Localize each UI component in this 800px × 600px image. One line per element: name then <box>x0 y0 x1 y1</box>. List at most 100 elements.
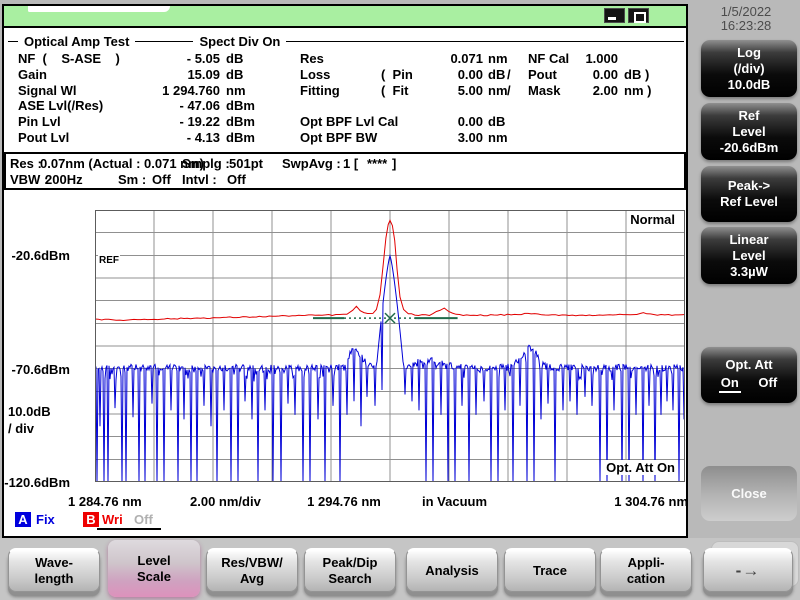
param-row: Opt BPF BW 3.00 nm <box>4 130 686 146</box>
maximize-button[interactable] <box>628 8 649 23</box>
param-label: Signal Wl <box>18 83 77 98</box>
minimize-button[interactable] <box>604 8 625 23</box>
function-key-label: Appli- <box>627 554 665 570</box>
softkey-label: Level <box>732 123 766 139</box>
linear-level-key[interactable]: Linear Level 3.3µW <box>701 227 797 284</box>
param-label: NF Cal <box>528 51 570 66</box>
close-key[interactable]: Close <box>701 466 797 521</box>
date-text: 1/5/2022 <box>720 4 772 19</box>
time-text: 16:23:28 <box>720 18 772 33</box>
param-row: Fitting( Fit 5.00 nm / Mask 2.00 nm ) <box>4 83 686 99</box>
window-tab-notch <box>28 6 170 12</box>
sweep-settings-bar: Res : 0.07nm (Actual : 0.071 nm) Smplg :… <box>4 152 686 190</box>
param-value: 2.00 <box>592 83 618 98</box>
param-value: 15.09 <box>187 67 220 82</box>
function-key-label: Peak/Dip <box>322 554 378 570</box>
function-key-label: Trace <box>533 562 567 578</box>
softkey-label: 10.0dB <box>727 76 771 92</box>
y-axis-tick-label: -120.6dBm <box>4 475 70 490</box>
param-row: Pin Lvl - 19.22 dBm <box>4 114 686 130</box>
param-label: Mask <box>528 83 561 98</box>
title-bar <box>4 6 686 28</box>
wavelength-key[interactable]: Wave-length <box>8 548 100 592</box>
param-row: NF ( S-ASE ) - 5.05 dB <box>4 51 686 67</box>
y-axis-tick-label: -70.6dBm <box>11 361 70 377</box>
trace-a-badge: A <box>15 512 31 527</box>
param-value: 1.000 <box>585 51 618 66</box>
analysis-key[interactable]: Analysis <box>406 548 498 592</box>
param-value: - 4.13 <box>186 130 220 145</box>
param-value: 0.00 <box>457 67 483 82</box>
softkey-label: Log <box>737 44 761 60</box>
param-separator: / <box>507 83 511 98</box>
vbw-value: 200Hz <box>45 172 83 187</box>
param-value: - 5.05 <box>186 51 220 66</box>
opt-att-options: On Off <box>701 373 797 393</box>
application-key[interactable]: Appli-cation <box>600 548 692 592</box>
param-unit: dB <box>226 67 244 82</box>
level-scale-key[interactable]: Level Scale <box>108 540 200 597</box>
param-unit: nm <box>488 130 508 145</box>
right-arrow-icon: -→ <box>735 560 761 580</box>
y-axis-tick-label: -20.6dBm <box>11 248 70 264</box>
panel-title: Optical Amp Test <box>24 33 130 49</box>
softkey-label: -20.6dBm <box>719 139 779 155</box>
x-axis-div-label: 2.00 nm/div <box>190 494 261 509</box>
res-vbw-avg-key[interactable]: Res/VBW/Avg <box>206 548 298 592</box>
y-scale-label: / div <box>8 421 35 436</box>
log-per-div-key[interactable]: Log (/div) 10.0dB <box>701 40 797 97</box>
trace-key[interactable]: Trace <box>504 548 596 592</box>
smoothing-label: Sm : <box>118 172 147 187</box>
sampling-label: Smplg : <box>182 156 230 171</box>
param-unit: dBm <box>226 130 255 145</box>
softkey-label: (/div) <box>733 60 765 76</box>
param-value: - 47.06 <box>179 98 220 113</box>
param-value: 0.00 <box>592 67 618 82</box>
softkey-label: 3.3µW <box>730 263 768 279</box>
param-label: Loss <box>300 67 331 82</box>
param-label: Pout Lvl <box>18 130 70 145</box>
param-separator: / <box>507 67 511 82</box>
function-key-label: Res/VBW/ <box>221 554 283 570</box>
main-window: Optical Amp Test Spect Div On NF ( S-ASE… <box>2 4 688 538</box>
trace-b-badge: B <box>83 512 99 527</box>
datetime-display: 1/5/2022 16:23:28 <box>698 5 794 33</box>
softkey-label: Peak-> <box>727 178 771 193</box>
function-key-label: Wave- <box>35 554 73 570</box>
trace-b-mode: Wri <box>102 512 123 527</box>
param-unit: dB <box>226 51 244 66</box>
ref-level-key[interactable]: Ref Level -20.6dBm <box>701 103 797 160</box>
opt-att-off-option[interactable]: Off <box>758 375 778 390</box>
param-label: Opt BPF Lvl Cal <box>300 114 399 129</box>
y-scale-label: 10.0dB <box>8 404 51 419</box>
param-unit: nm ) <box>624 83 652 98</box>
maximize-icon <box>634 12 646 23</box>
param-label: Pin Lvl <box>18 114 61 129</box>
res-setting-value: 0.07nm (Actual : 0.071 nm) <box>40 156 204 171</box>
param-row: Loss( Pin 0.00 dB / Pout 0.00 dB ) <box>4 67 686 83</box>
param-value: - 19.22 <box>179 114 220 129</box>
param-unit: nm <box>488 83 508 98</box>
sweep-avg-value: 1 [ <box>343 156 359 171</box>
param-label: Fitting <box>300 83 340 98</box>
param-label: Opt BPF BW <box>300 130 378 145</box>
more-menu-key[interactable]: -→ <box>703 548 793 592</box>
x-axis-stop-label: 1 304.76 nm <box>614 494 688 509</box>
softkey-label: Linear <box>729 231 769 247</box>
peak-to-ref-level-key[interactable]: Peak-> Ref Level <box>701 166 797 222</box>
trace-a-mode: Fix <box>36 512 55 527</box>
opt-att-status-label: Opt. Att On <box>484 460 678 475</box>
peak-dip-search-key[interactable]: Peak/Dip Search <box>304 548 396 592</box>
smoothing-value: Off <box>152 172 171 187</box>
param-unit: dB ) <box>624 67 650 82</box>
param-label: Gain <box>18 67 47 82</box>
param-unit: nm <box>488 51 508 66</box>
spectrum-plot <box>95 210 685 482</box>
spect-div-status: Spect Div On <box>199 33 281 49</box>
opt-att-on-option[interactable]: On <box>718 375 741 393</box>
opt-att-key[interactable]: Opt. Att On Off <box>701 347 797 403</box>
interval-label: Intvl : <box>182 172 217 187</box>
function-key-label: cation <box>626 570 666 586</box>
sampling-value: 501pt <box>229 156 263 171</box>
